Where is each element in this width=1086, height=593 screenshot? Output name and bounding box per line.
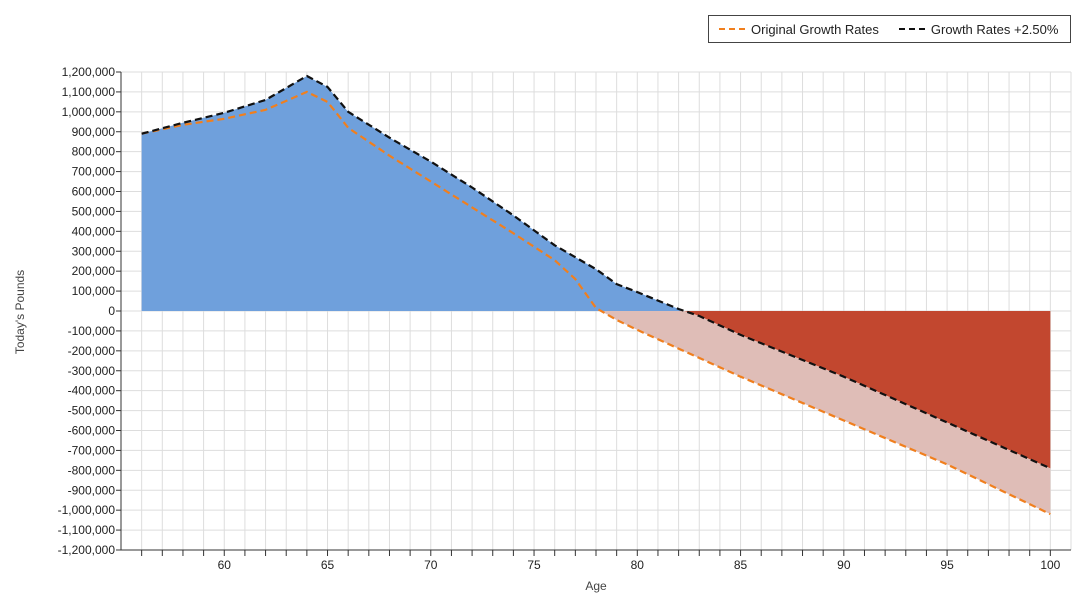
legend-swatch-plus [898, 28, 925, 30]
y-tick-label: 1,100,000 [62, 85, 116, 99]
x-tick-label: 65 [321, 558, 335, 572]
y-tick-label: 100,000 [72, 284, 116, 298]
y-tick-label: -600,000 [68, 424, 116, 438]
y-tick-label: -100,000 [68, 324, 116, 338]
y-tick-label: -1,200,000 [58, 543, 116, 557]
series-line-plus [141, 74, 1051, 470]
y-tick-label: -300,000 [68, 364, 116, 378]
y-tick-label: 700,000 [72, 165, 116, 179]
y-tick-label: -1,000,000 [58, 503, 116, 517]
tick-labels: -1,200,000 -1,100,000 -1,000,000 -900,000 -8… [58, 65, 1061, 572]
x-tick-label: 70 [424, 558, 438, 572]
x-tick-label: 100 [1040, 558, 1060, 572]
series-line-original [141, 90, 1051, 516]
x-tick-label: 95 [940, 558, 954, 572]
y-tick-label: -500,000 [68, 404, 116, 418]
negative-area [684, 311, 1051, 469]
x-tick-label: 90 [837, 558, 851, 572]
y-tick-label: -700,000 [68, 443, 116, 457]
y-tick-label: 1,000,000 [62, 105, 116, 119]
x-tick-label: 85 [734, 558, 748, 572]
y-tick-label: 300,000 [72, 244, 116, 258]
legend-item-original[interactable]: Original Growth Rates [719, 22, 879, 37]
legend-label-original: Original Growth Rates [751, 21, 879, 37]
legend-label-plus: Growth Rates +2.50% [930, 21, 1059, 37]
series-lines [141, 74, 1051, 516]
y-tick-label: 1,200,000 [62, 65, 116, 79]
area-fills [141, 75, 1051, 515]
y-axis-title: Today's Pounds [13, 269, 27, 355]
y-tick-label: -800,000 [68, 463, 116, 477]
legend-item-plus[interactable]: Growth Rates +2.50% [898, 21, 1059, 37]
y-tick-label: 0 [108, 304, 115, 318]
y-tick-label: 600,000 [72, 185, 116, 199]
difference-area [601, 311, 1051, 515]
y-tick-label: -900,000 [68, 483, 116, 497]
y-tick-label: 400,000 [72, 224, 116, 238]
y-tick-label: 900,000 [72, 125, 116, 139]
chart-legend: Original Growth Rates Growth Rates +2.50… [708, 15, 1071, 43]
y-tick-label: 800,000 [72, 145, 116, 159]
y-tick-label: -1,100,000 [58, 523, 116, 537]
legend-swatch-original [719, 28, 745, 30]
axes [116, 71, 1071, 556]
y-tick-label: 500,000 [72, 204, 116, 218]
y-tick-label: -400,000 [68, 384, 116, 398]
x-tick-label: 80 [631, 558, 645, 572]
y-tick-label: -200,000 [68, 344, 116, 358]
x-tick-label: 75 [527, 558, 541, 572]
y-tick-label: 200,000 [72, 264, 116, 278]
positive-area [141, 75, 685, 311]
x-axis-title: Age [585, 579, 607, 593]
x-tick-label: 60 [218, 558, 232, 572]
